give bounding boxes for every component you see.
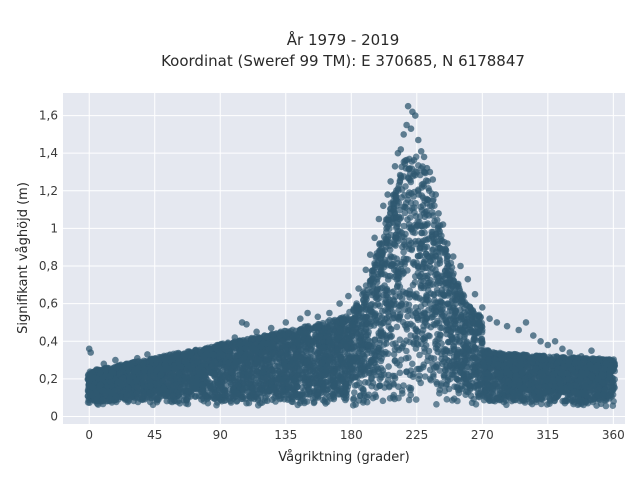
scatter-point <box>374 295 381 303</box>
scatter-point <box>528 400 536 408</box>
scatter-point <box>321 398 328 405</box>
scatter-point <box>349 402 357 409</box>
scatter-point <box>438 380 445 387</box>
scatter-point <box>411 332 419 340</box>
scatter-point <box>453 351 460 359</box>
data-points <box>84 102 618 410</box>
scatter-point <box>415 162 422 169</box>
scatter-point <box>462 391 469 399</box>
scatter-point <box>400 382 407 389</box>
scatter-point <box>412 396 420 403</box>
scatter-point <box>318 359 326 367</box>
scatter-point <box>430 355 438 362</box>
scatter-point <box>391 314 398 322</box>
scatter-point <box>385 363 392 370</box>
scatter-point <box>602 402 610 410</box>
scatter-point <box>426 202 434 210</box>
scatter-point <box>359 399 367 406</box>
scatter-point <box>472 348 480 356</box>
scatter-point <box>404 267 411 274</box>
scatter-point <box>421 229 428 237</box>
scatter-point <box>400 248 407 256</box>
scatter-point <box>443 347 450 355</box>
scatter-point <box>311 398 318 406</box>
scatter-point <box>430 291 438 299</box>
scatter-point <box>407 176 414 184</box>
scatter-point <box>396 228 404 235</box>
scatter-point <box>383 340 390 347</box>
scatter-point <box>305 385 313 393</box>
scatter-point <box>421 373 429 380</box>
scatter-point <box>477 313 484 321</box>
scatter-point <box>384 276 392 283</box>
scatter-point <box>134 398 142 406</box>
chart-subtitle: Koordinat (Sweref 99 TM): E 370685, N 61… <box>161 52 525 70</box>
scatter-point <box>404 313 411 320</box>
scatter-point <box>379 397 387 405</box>
scatter-point <box>435 255 443 262</box>
scatter-point <box>450 304 457 312</box>
scatter-point <box>405 191 412 199</box>
scatter-point <box>438 311 446 318</box>
scatter-point <box>448 328 455 335</box>
chart-title: År 1979 - 2019 <box>287 30 400 49</box>
scatter-point <box>213 401 220 409</box>
scatter-point <box>433 286 441 294</box>
scatter-point <box>384 376 392 384</box>
scatter-point <box>359 385 367 393</box>
scatter-point <box>351 389 358 396</box>
scatter-point <box>406 214 414 221</box>
scatter-point <box>429 212 437 219</box>
scatter-point <box>436 237 444 245</box>
scatter-point <box>443 396 451 403</box>
scatter-point <box>411 273 419 280</box>
scatter-point <box>424 353 432 360</box>
scatter-point <box>413 169 421 176</box>
scatter-point <box>374 300 382 308</box>
scatter-point <box>400 222 408 230</box>
scatter-point <box>433 378 440 386</box>
scatter-point <box>401 160 409 167</box>
scatter-point <box>408 165 416 172</box>
scatter-point <box>396 369 404 377</box>
scatter-point <box>406 155 413 163</box>
scatter-point <box>389 372 397 380</box>
scatter-point <box>362 282 370 289</box>
scatter-point <box>312 331 319 339</box>
scatter-point <box>609 402 617 410</box>
scatter-point <box>419 363 427 371</box>
scatter-point <box>390 391 398 399</box>
scatter-point <box>405 384 413 391</box>
scatter-point <box>395 199 403 206</box>
scatter-point <box>433 401 440 408</box>
scatter-point <box>433 320 440 327</box>
scatter-point <box>409 360 416 368</box>
scatter-point <box>395 346 403 354</box>
scatter-point <box>368 374 375 381</box>
scatter-point <box>390 351 398 358</box>
scatter-point <box>388 326 395 333</box>
scatter-point <box>401 209 409 217</box>
scatter-point <box>231 352 238 360</box>
scatter-point <box>434 261 441 268</box>
scatter-point <box>416 351 423 359</box>
scatter-point <box>368 300 376 308</box>
scatter-point <box>414 252 422 260</box>
scatter-point <box>138 393 146 400</box>
scatter-point <box>386 382 393 390</box>
scatter-point <box>460 336 468 343</box>
scatter-point <box>350 344 358 351</box>
scatter-point <box>418 181 426 188</box>
scatter-point <box>393 255 401 263</box>
scatter-point <box>416 213 424 220</box>
